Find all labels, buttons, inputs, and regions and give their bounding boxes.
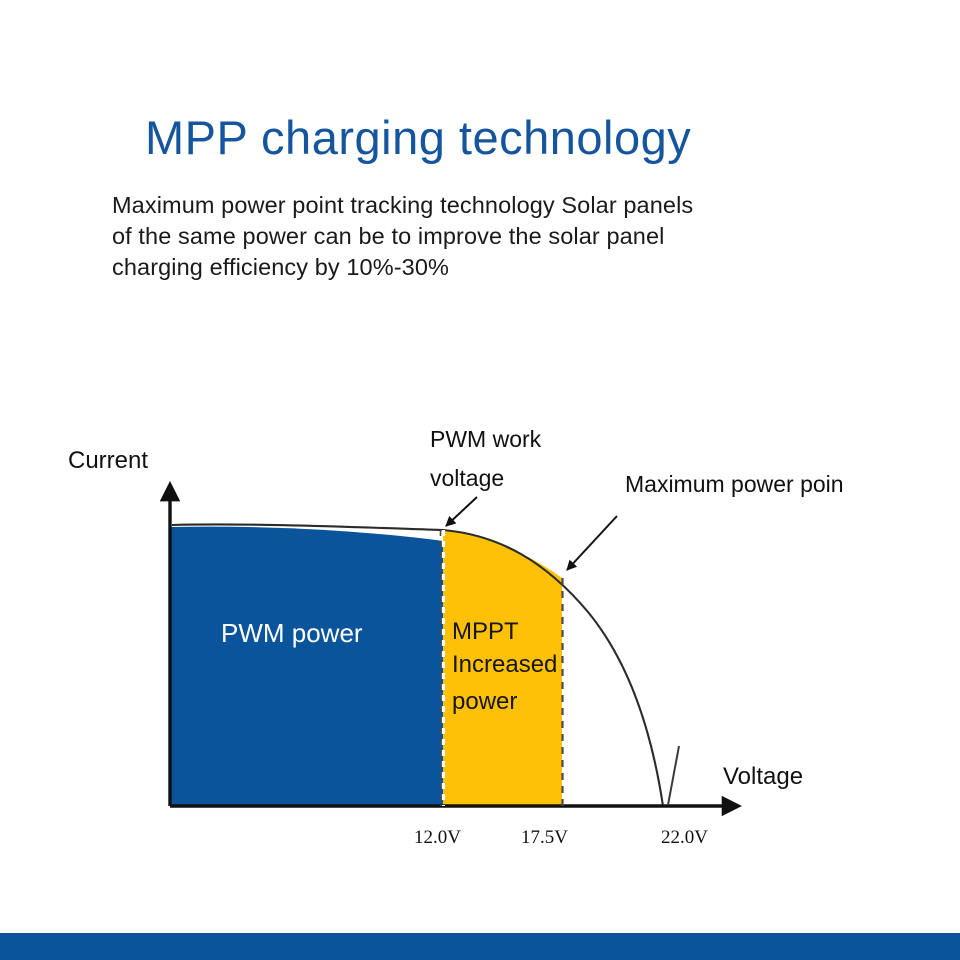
region-pwm-power <box>170 526 443 806</box>
region-label-mppt-line-3: power <box>452 688 517 715</box>
subtitle-line-2: of the same power can be to improve the … <box>112 223 665 249</box>
region-label-mppt-line-2: Increased <box>452 651 557 678</box>
subtitle-line-3: charging efficiency by 10%-30% <box>112 254 449 280</box>
region-label-mppt-line-1: MPPT <box>452 618 519 645</box>
annotation-pwm-work-voltage-line-1: PWM work <box>430 426 542 452</box>
annotation-leader-pwm-work-voltage <box>445 496 478 527</box>
region-mppt-increased-power <box>443 530 562 806</box>
page-title: MPP charging technology <box>145 111 692 164</box>
x-axis-title: Voltage <box>723 763 803 790</box>
y-axis-title: Current <box>68 447 148 474</box>
page-subtitle: Maximum power point tracking technology … <box>112 190 912 283</box>
region-label-pwm-power: PWM power <box>221 618 363 648</box>
subtitle-line-1: Maximum power point tracking technology … <box>112 192 694 218</box>
annotation-pwm-work-voltage-line-2: voltage <box>430 465 504 491</box>
bottom-accent-bar <box>0 933 960 960</box>
x-tick-label-12v: 12.0V <box>414 827 461 848</box>
annotation-leader-maximum-power-point <box>566 515 618 571</box>
annotation-maximum-power-point: Maximum power poin <box>625 471 844 497</box>
x-tick-label-17-5v: 17.5V <box>521 827 568 848</box>
tick-mark-22v <box>667 745 680 806</box>
x-tick-label-22v: 22.0V <box>661 827 708 848</box>
iv-curve <box>171 523 665 807</box>
